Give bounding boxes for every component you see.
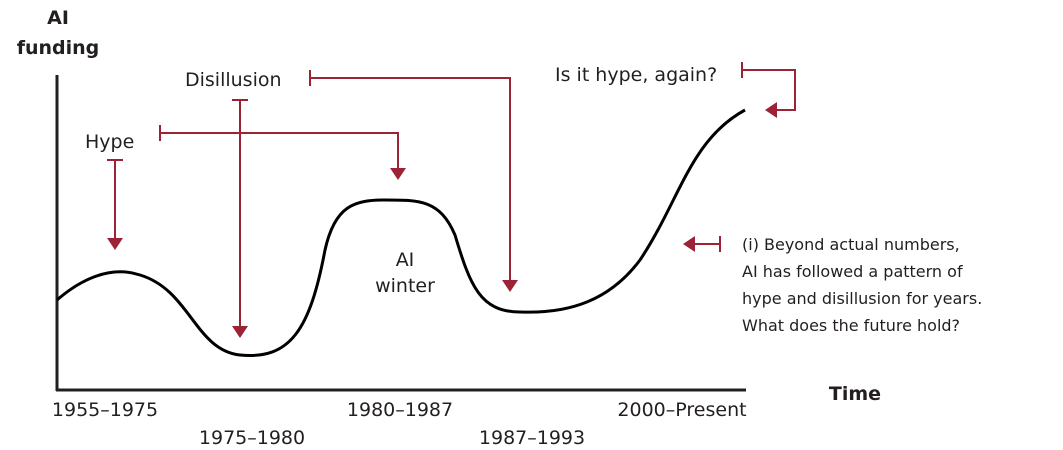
y-axis-label: funding: [17, 37, 100, 59]
note-line: (i) Beyond actual numbers,: [742, 235, 960, 254]
hype-label: Hype: [85, 131, 134, 153]
period-label: 1980–1987: [347, 399, 453, 421]
winter-label: winter: [375, 275, 435, 297]
hype-again-label: Is it hype, again?: [555, 64, 717, 86]
y-axis-label: AI: [47, 7, 69, 29]
arrows: [107, 62, 796, 338]
disillusion-label: Disillusion: [185, 69, 282, 91]
winter-label: AI: [396, 249, 415, 271]
period-label: 1975–1980: [199, 427, 305, 449]
period-label: 1955–1975: [52, 399, 158, 421]
x-axis-label: Time: [829, 383, 881, 405]
period-label: 1987–1993: [479, 427, 585, 449]
funding-curve: [56, 108, 746, 358]
note-line: What does the future hold?: [742, 316, 960, 335]
period-label: 2000–Present: [617, 399, 746, 421]
note-line: AI has followed a pattern of: [742, 262, 963, 281]
note-line: hype and disillusion for years.: [742, 289, 982, 308]
